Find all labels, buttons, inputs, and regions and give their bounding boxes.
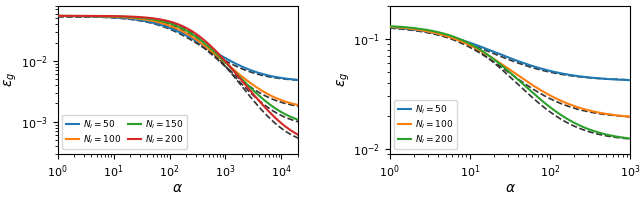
X-axis label: $\alpha$: $\alpha$ bbox=[172, 181, 184, 195]
Y-axis label: $\varepsilon_g$: $\varepsilon_g$ bbox=[335, 72, 351, 87]
Legend: $N_l = 50$, $N_l = 100$, $N_l = 150$, $N_l = 200$: $N_l = 50$, $N_l = 100$, $N_l = 150$, $N… bbox=[62, 115, 187, 149]
X-axis label: $\alpha$: $\alpha$ bbox=[504, 181, 516, 195]
Y-axis label: $\varepsilon_g$: $\varepsilon_g$ bbox=[3, 72, 19, 87]
Legend: $N_l = 50$, $N_l = 100$, $N_l = 200$: $N_l = 50$, $N_l = 100$, $N_l = 200$ bbox=[394, 100, 457, 149]
